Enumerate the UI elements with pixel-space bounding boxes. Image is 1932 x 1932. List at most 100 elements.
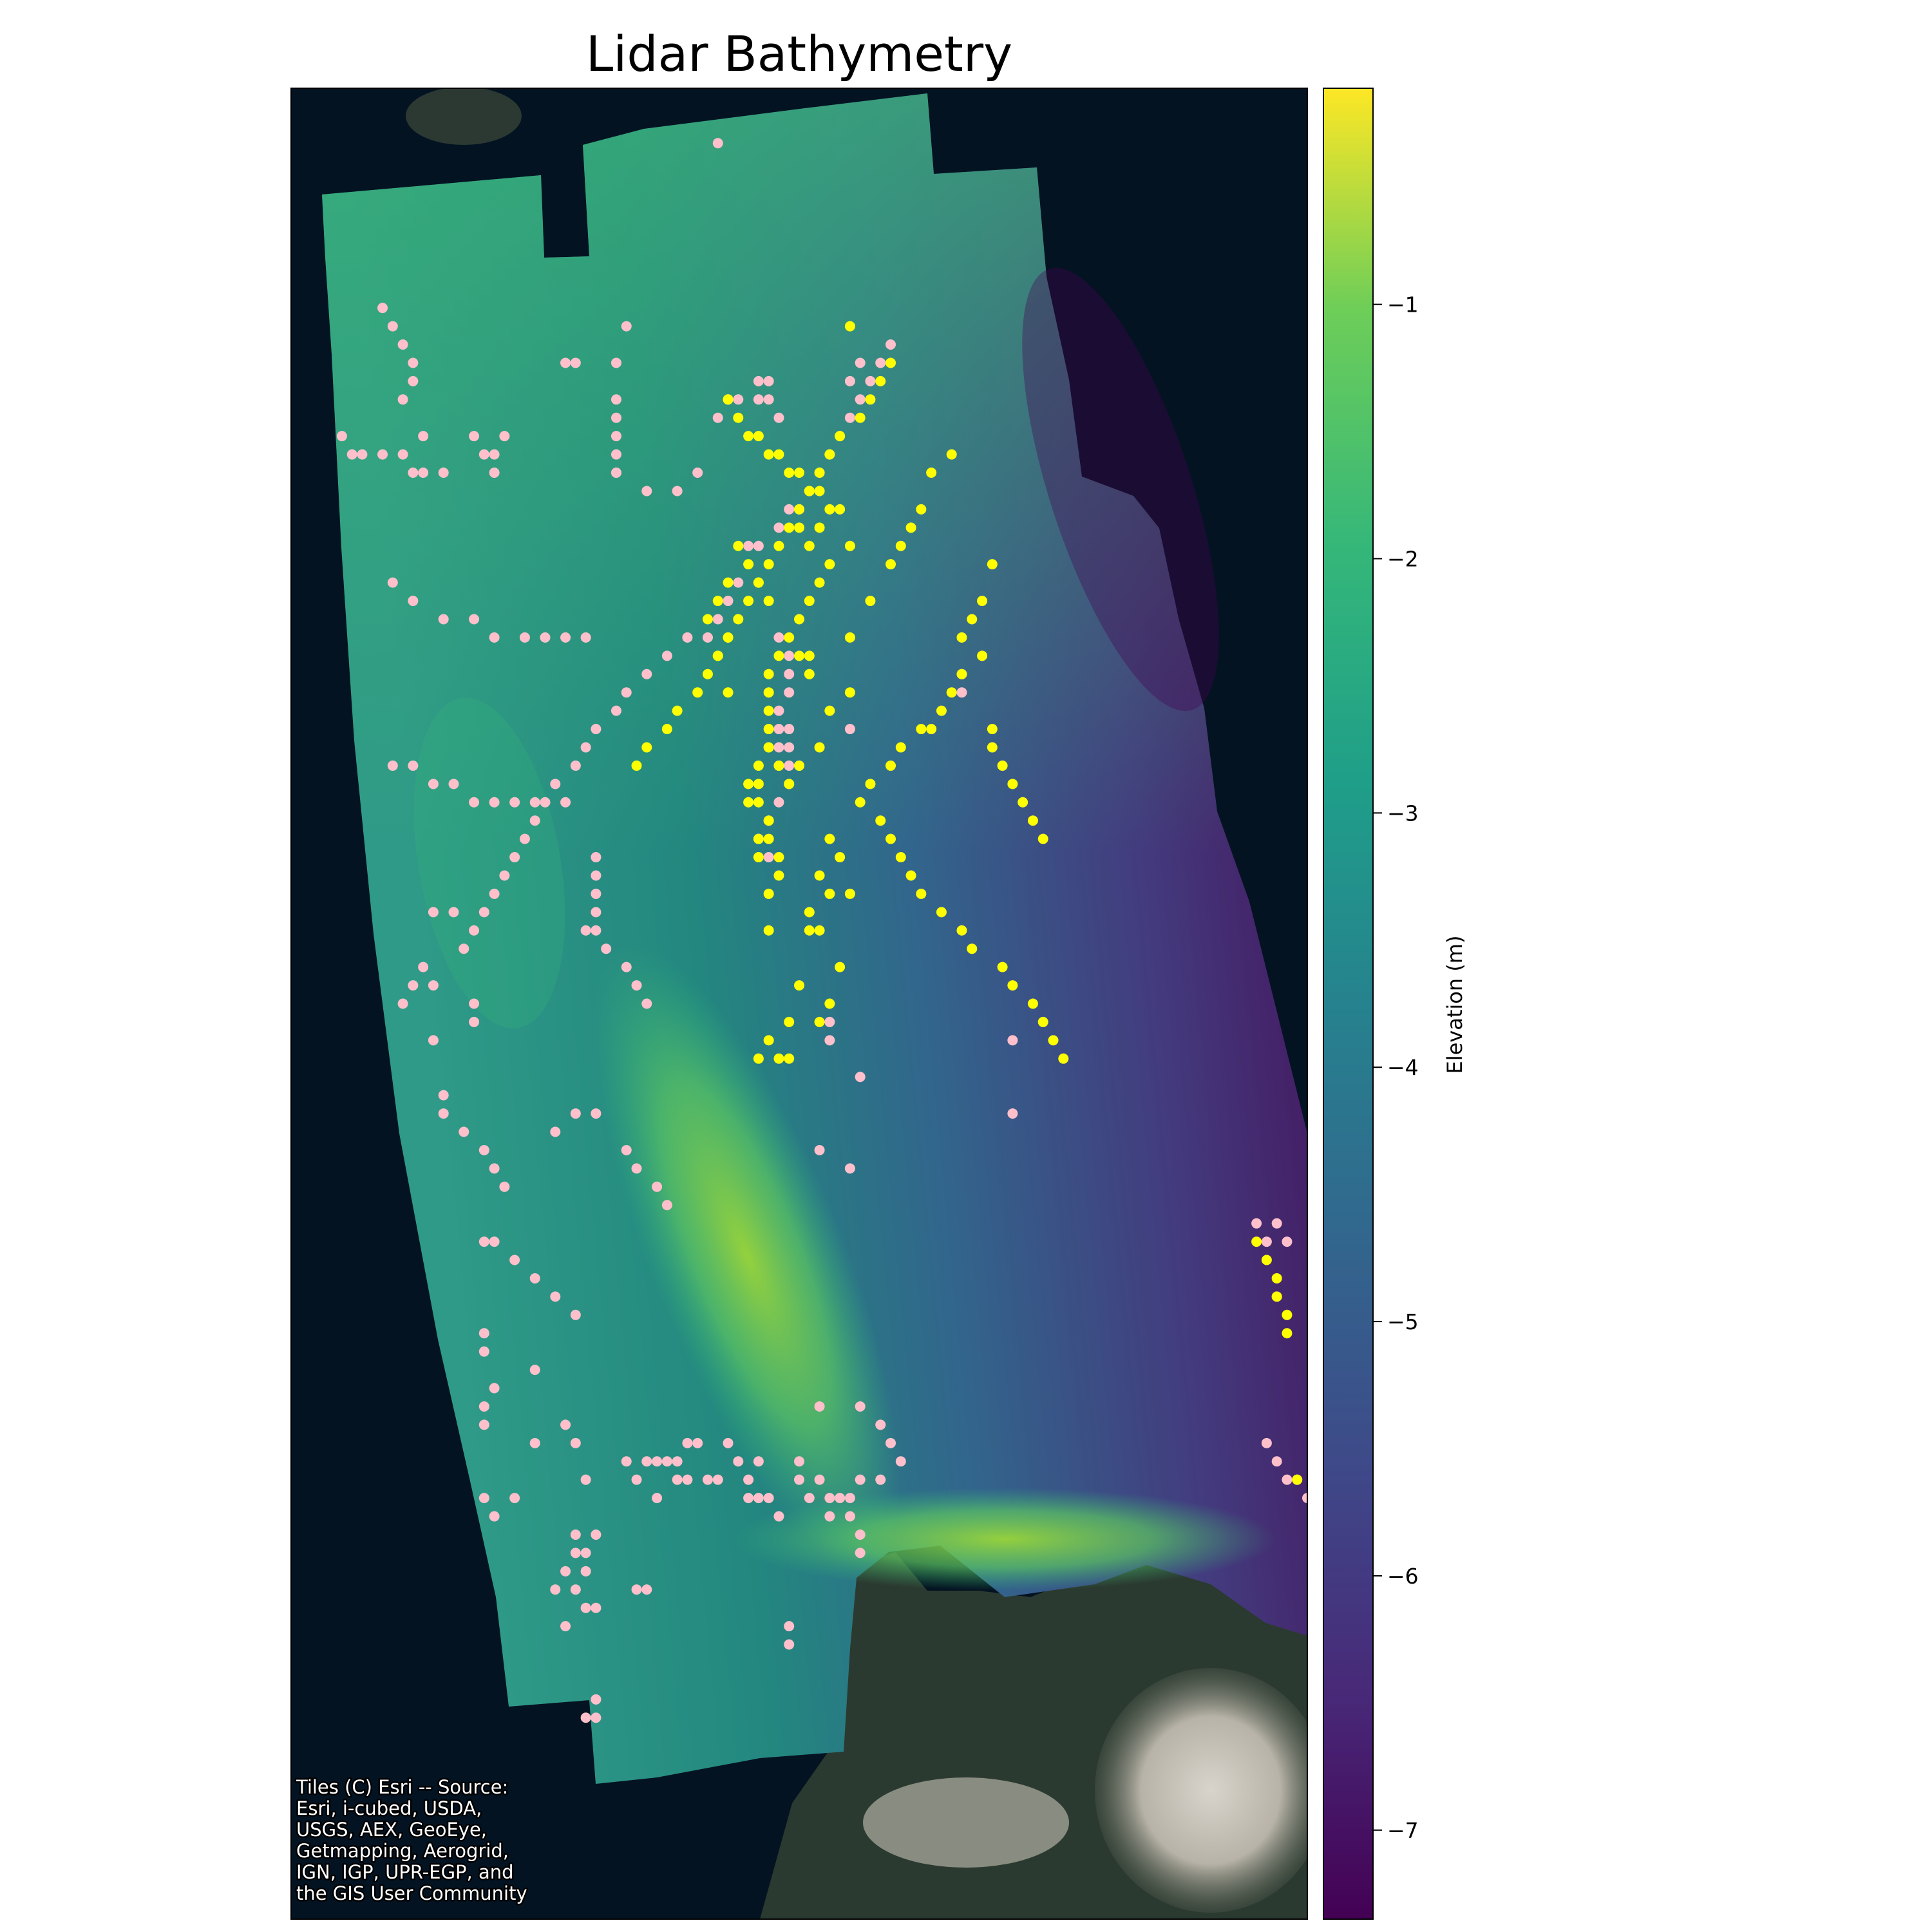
survey-point-pink <box>641 1456 652 1467</box>
survey-point-yellow <box>763 596 774 607</box>
survey-point-pink <box>580 1566 591 1577</box>
survey-point-pink <box>733 1456 744 1467</box>
colorbar-tick-label: −1 <box>1387 292 1419 317</box>
survey-point-pink <box>397 998 408 1009</box>
survey-point-pink <box>336 431 347 442</box>
survey-point-pink <box>733 577 744 588</box>
survey-point-yellow <box>814 522 825 533</box>
survey-point-yellow <box>784 522 795 533</box>
survey-point-yellow <box>773 1053 784 1064</box>
survey-point-pink <box>489 797 500 808</box>
survey-point-pink <box>743 540 754 551</box>
survey-point-yellow <box>956 632 967 643</box>
survey-point-pink <box>814 1401 825 1412</box>
survey-point-pink <box>712 1474 723 1485</box>
survey-point-pink <box>886 339 896 350</box>
survey-point-pink <box>478 1401 489 1412</box>
colorbar-tick-label: −2 <box>1387 546 1419 571</box>
survey-point-yellow <box>835 852 846 863</box>
survey-point-yellow <box>773 449 784 460</box>
survey-point-pink <box>438 1090 449 1101</box>
colorbar: −1 −2 −3 −4 −5 −6 −7 Elevation (m) <box>1323 88 1467 1920</box>
survey-point-yellow <box>804 668 815 679</box>
survey-point-yellow <box>926 724 937 735</box>
attribution-line: Getmapping, Aerogrid, <box>296 1840 509 1862</box>
survey-point-yellow <box>763 559 774 570</box>
survey-point-yellow <box>886 559 896 570</box>
survey-point-yellow <box>763 668 774 679</box>
survey-point-pink <box>591 852 601 863</box>
survey-point-pink <box>489 1236 500 1247</box>
survey-point-pink <box>844 1493 855 1504</box>
survey-point-yellow <box>946 687 957 698</box>
survey-point-pink <box>580 925 591 936</box>
survey-point-yellow <box>967 614 978 625</box>
survey-point-pink <box>601 943 612 954</box>
survey-point-pink <box>784 742 795 753</box>
survey-points <box>336 138 1307 1723</box>
survey-point-yellow <box>865 779 876 790</box>
survey-point-yellow <box>865 596 876 607</box>
survey-point-pink <box>875 1419 886 1430</box>
attribution-line: Esri, i-cubed, USDA, <box>296 1797 482 1819</box>
survey-point-yellow <box>804 486 815 497</box>
survey-point-pink <box>611 468 621 478</box>
survey-point-pink <box>397 449 408 460</box>
survey-point-pink <box>591 1694 601 1705</box>
survey-point-pink <box>844 1511 855 1522</box>
survey-point-pink <box>408 468 419 478</box>
survey-point-pink <box>875 357 886 368</box>
survey-point-pink <box>428 1035 439 1046</box>
survey-point-pink <box>397 339 408 350</box>
survey-point-pink <box>529 1273 540 1283</box>
survey-point-yellow <box>763 687 774 698</box>
survey-point-pink <box>631 1163 642 1174</box>
survey-point-pink <box>672 1456 683 1467</box>
survey-point-yellow <box>763 925 774 936</box>
survey-point-pink <box>438 468 449 478</box>
survey-point-pink <box>753 540 764 551</box>
survey-point-pink <box>702 632 713 643</box>
survey-point-yellow <box>916 504 927 515</box>
survey-point-pink <box>387 577 398 588</box>
survey-point-yellow <box>835 961 846 972</box>
survey-point-yellow <box>784 468 795 478</box>
survey-point-yellow <box>723 687 734 698</box>
survey-point-yellow <box>905 870 916 881</box>
survey-point-pink <box>753 394 764 405</box>
survey-point-pink <box>784 724 795 735</box>
survey-point-pink <box>418 431 429 442</box>
survey-point-pink <box>712 614 723 625</box>
survey-point-yellow <box>814 486 825 497</box>
bathymetry-shallow-north <box>322 93 1307 1784</box>
survey-point-yellow <box>956 925 967 936</box>
survey-point-pink <box>469 614 480 625</box>
survey-point-yellow <box>1282 1309 1293 1320</box>
survey-point-yellow <box>794 650 804 661</box>
survey-point-pink <box>560 632 571 643</box>
survey-point-pink <box>580 742 591 753</box>
survey-point-pink <box>641 668 652 679</box>
survey-point-pink <box>478 1419 489 1430</box>
survey-point-yellow <box>936 907 947 918</box>
survey-point-pink <box>611 431 621 442</box>
survey-point-yellow <box>763 705 774 716</box>
survey-point-pink <box>448 907 459 918</box>
survey-point-yellow <box>794 522 804 533</box>
survey-point-yellow <box>987 742 998 753</box>
survey-point-pink <box>570 1529 581 1540</box>
survey-point-yellow <box>967 943 978 954</box>
survey-point-yellow <box>814 742 825 753</box>
map-plot-area[interactable]: Tiles (C) Esri -- Source: Esri, i-cubed,… <box>291 87 1327 1919</box>
survey-point-pink <box>591 888 601 899</box>
survey-point-yellow <box>824 449 835 460</box>
survey-point-pink <box>784 687 795 698</box>
survey-point-pink <box>580 632 591 643</box>
survey-point-pink <box>784 650 795 661</box>
survey-point-pink <box>753 1456 764 1467</box>
survey-point-pink <box>661 650 672 661</box>
survey-point-pink <box>489 449 500 460</box>
survey-point-pink <box>641 1584 652 1595</box>
survey-point-pink <box>794 1456 804 1467</box>
colorbar-label: Elevation (m) <box>1443 936 1467 1074</box>
